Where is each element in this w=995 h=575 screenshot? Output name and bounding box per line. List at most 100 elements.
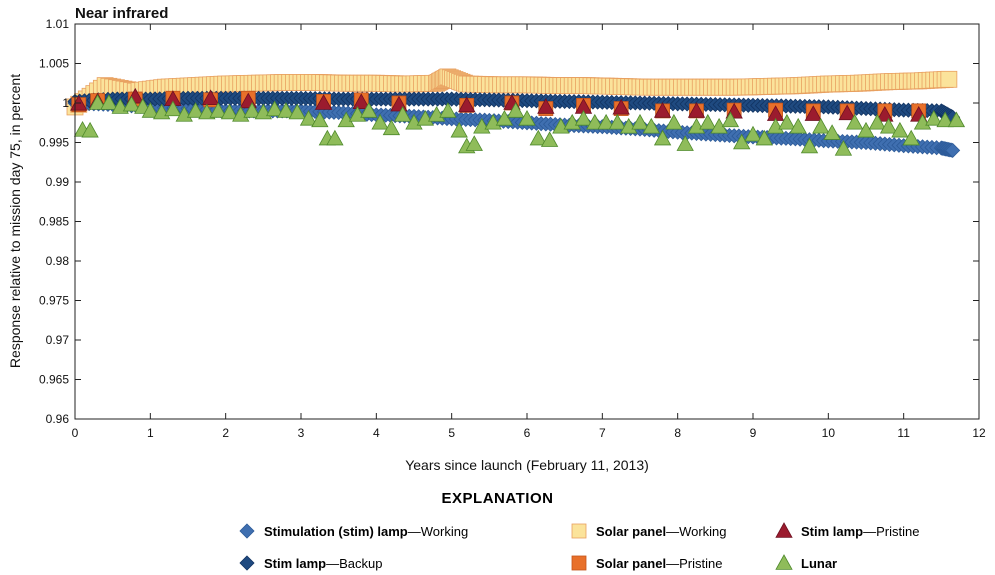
data-point	[868, 113, 886, 130]
axes: 0 1 2 3 4 5 6 7 8 9 10 11 120.960.9650.970.9750.980.…	[39, 17, 986, 440]
data-point	[823, 124, 841, 140]
data-point	[326, 129, 344, 146]
data-point	[902, 129, 920, 146]
legend-label-rest: —Pristine	[666, 555, 723, 571]
data-point	[800, 137, 819, 154]
y-tick-label: 1.005	[39, 57, 69, 71]
data-point	[891, 121, 909, 138]
data-point	[540, 131, 559, 147]
legend-item: Solar panel—Working	[570, 522, 727, 540]
legend-label-bold: Solar panel	[596, 555, 667, 571]
data-point	[574, 109, 593, 126]
data-point	[755, 129, 773, 146]
data-point	[458, 96, 476, 113]
legend-marker	[239, 523, 255, 539]
x-tick-label: 12	[972, 426, 986, 440]
data-point	[687, 102, 706, 118]
data-point	[288, 103, 306, 120]
legend-label-bold: Stim lamp	[264, 555, 327, 571]
data-point	[243, 102, 261, 118]
data-point	[122, 95, 141, 112]
data-point	[676, 135, 694, 151]
data-point	[352, 93, 370, 110]
diamond-icon	[239, 523, 255, 539]
triangle-icon	[775, 522, 793, 538]
data-point	[834, 139, 853, 156]
legend-label-bold: Stimulation (stim) lamp	[264, 523, 408, 539]
data-point	[879, 117, 898, 134]
x-tick-label: 6	[524, 426, 531, 440]
data-point	[597, 113, 615, 130]
data-point	[586, 113, 604, 130]
y-tick-label: 1.01	[46, 17, 70, 31]
data-point	[529, 129, 547, 146]
data-point	[100, 94, 118, 110]
y-tick-label: 0.96	[46, 412, 70, 426]
x-tick-label: 4	[373, 426, 380, 440]
data-point	[653, 102, 672, 118]
data-point	[876, 106, 894, 122]
legend-label-bold: Stim lamp	[801, 523, 864, 539]
data-point	[371, 113, 389, 130]
data-point	[277, 102, 295, 118]
legend-label-bold: Lunar	[801, 555, 838, 571]
x-tick-label: 7	[599, 426, 606, 440]
data-point	[733, 133, 751, 150]
data-point	[721, 111, 740, 128]
legend-item: Stimulation (stim) lamp—Working	[238, 522, 468, 540]
x-tick-label: 2	[222, 426, 229, 440]
x-tick-label: 3	[298, 426, 305, 440]
series-5	[73, 94, 966, 156]
x-tick-label: 9	[750, 426, 757, 440]
legend-marker	[571, 523, 587, 539]
data-point	[88, 94, 107, 110]
data-point	[450, 121, 468, 138]
y-tick-label: 0.98	[46, 254, 70, 268]
data-point	[311, 111, 329, 128]
legend-label-rest: —Pristine	[863, 523, 920, 539]
legend-marker	[775, 522, 793, 538]
data-point	[812, 117, 830, 134]
data-point	[608, 113, 627, 130]
data-point	[220, 103, 239, 120]
legend-label-bold: Solar panel	[596, 523, 667, 539]
legend-label-rest: —Working	[666, 523, 727, 539]
data-point	[265, 100, 284, 117]
square-icon	[571, 523, 587, 539]
data-point	[394, 106, 412, 122]
data-point	[936, 111, 954, 128]
legend-item: Stim lamp—Backup	[238, 554, 383, 572]
data-point	[612, 98, 630, 115]
data-point	[186, 102, 205, 118]
y-tick-label: 1	[62, 96, 69, 110]
data-point	[382, 119, 401, 136]
data-point	[201, 89, 220, 106]
data-point	[778, 113, 796, 130]
data-point	[209, 102, 227, 118]
data-point	[495, 109, 514, 126]
x-tick-label: 10	[822, 426, 836, 440]
data-point	[699, 113, 717, 130]
data-point	[518, 109, 536, 126]
data-point	[804, 105, 822, 121]
legend-label-rest: —Working	[407, 523, 469, 539]
data-point	[299, 109, 318, 126]
y-tick-label: 0.985	[39, 215, 69, 229]
x-tick-label: 8	[674, 426, 681, 440]
x-axis-label: Years since launch (February 11, 2013)	[405, 457, 649, 473]
diamond-icon	[239, 555, 255, 571]
data-point	[857, 121, 875, 138]
y-tick-label: 0.97	[46, 333, 70, 347]
data-point	[465, 135, 483, 151]
y-tick-label: 0.965	[39, 373, 69, 387]
data-point	[838, 104, 856, 121]
legend-marker	[571, 555, 587, 571]
data-point	[653, 129, 672, 146]
chart-title: Near infrared	[75, 5, 168, 22]
legend-label-rest: —Backup	[326, 555, 383, 571]
data-point	[642, 117, 660, 134]
y-tick-label: 0.975	[39, 294, 69, 308]
square-icon	[571, 555, 587, 571]
x-tick-label: 0	[72, 426, 79, 440]
x-tick-label: 1	[147, 426, 154, 440]
